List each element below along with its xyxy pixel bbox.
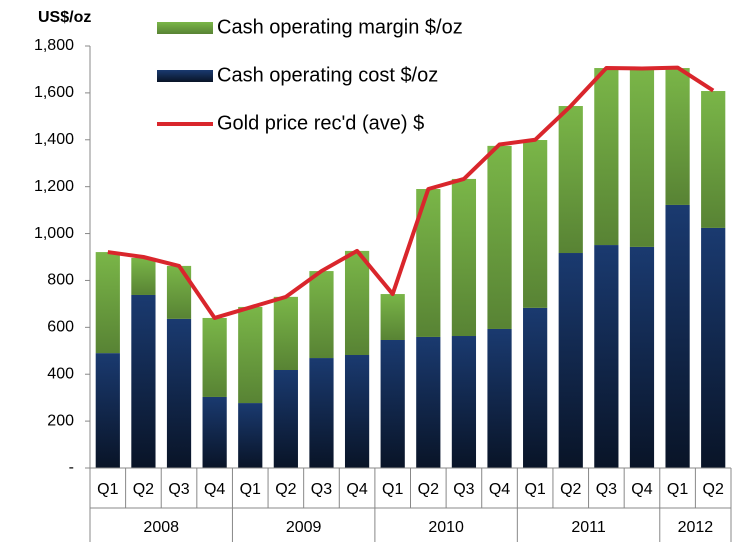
- x-group-label: 2009: [286, 519, 322, 536]
- y-tick-label: 1,400: [34, 131, 74, 148]
- bar: [95, 353, 120, 468]
- x-tick-label: Q2: [703, 481, 724, 498]
- x-tick-label: Q3: [453, 481, 474, 498]
- bar: [344, 250, 370, 355]
- bar: [523, 307, 548, 468]
- bar: [309, 271, 334, 359]
- x-tick-label: Q4: [346, 481, 367, 498]
- bar: [202, 396, 227, 468]
- y-tick-label: 1,800: [34, 37, 74, 54]
- x-group-label: 2011: [571, 519, 606, 536]
- y-tick-label: 200: [47, 412, 74, 429]
- y-tick-label: 1,000: [34, 225, 74, 242]
- legend-swatch: [157, 22, 213, 34]
- bar: [558, 106, 583, 254]
- x-group-label: 2012: [678, 519, 714, 536]
- x-tick-label: Q2: [418, 481, 439, 498]
- x-tick-label: Q3: [311, 481, 332, 498]
- legend-label: Cash operating margin $/oz: [217, 16, 463, 38]
- bar: [594, 245, 619, 468]
- bar: [273, 296, 298, 371]
- bar: [594, 68, 619, 246]
- x-tick-label: Q2: [133, 481, 154, 498]
- x-tick-label: Q1: [240, 481, 261, 498]
- x-tick-label: Q1: [97, 481, 118, 498]
- x-tick-label: Q4: [204, 481, 225, 498]
- x-tick-label: Q1: [667, 481, 688, 498]
- y-tick-label: 400: [47, 365, 74, 382]
- x-tick-label: Q2: [275, 481, 296, 498]
- legend-swatch: [157, 70, 213, 82]
- bar: [166, 265, 192, 319]
- bar: [238, 306, 263, 404]
- bar: [701, 91, 726, 228]
- bar: [523, 140, 548, 308]
- x-tick-label: Q3: [596, 481, 617, 498]
- y-tick-label: -: [69, 459, 74, 476]
- bar: [701, 227, 726, 468]
- bar: [131, 294, 156, 468]
- y-tick-label: 800: [47, 272, 74, 289]
- bar: [416, 336, 441, 468]
- bar: [487, 145, 512, 329]
- line: [107, 65, 715, 320]
- bar: [558, 253, 583, 468]
- x-group-label: 2008: [143, 519, 179, 536]
- bar: [166, 318, 192, 468]
- bar: [629, 246, 655, 468]
- x-tick-label: Q1: [382, 481, 403, 498]
- y-tick-label: 1,600: [34, 84, 74, 101]
- bar: [380, 294, 405, 340]
- bar: [665, 204, 690, 468]
- bar: [273, 370, 298, 468]
- bar: [309, 358, 334, 468]
- x-tick-label: Q4: [489, 481, 510, 498]
- legend-label: Gold price rec'd (ave) $: [217, 112, 424, 134]
- bar: [131, 257, 156, 295]
- bar: [344, 354, 370, 468]
- x-tick-label: Q1: [524, 481, 545, 498]
- legend-label: Cash operating cost $/oz: [217, 64, 438, 86]
- x-tick-label: Q4: [631, 481, 652, 498]
- bar: [451, 336, 477, 468]
- bar: [487, 328, 512, 468]
- y-tick-label: 1,200: [34, 178, 74, 195]
- x-tick-label: Q2: [560, 481, 581, 498]
- bar: [238, 403, 263, 468]
- bar: [665, 68, 690, 205]
- bar: [202, 317, 227, 397]
- y-axis-label: US$/oz: [38, 9, 91, 26]
- y-tick-label: 600: [47, 319, 74, 336]
- bar: [451, 178, 477, 337]
- bar: [95, 252, 120, 354]
- x-group-label: 2010: [428, 519, 464, 536]
- bar: [380, 339, 405, 468]
- x-tick-label: Q3: [168, 481, 189, 498]
- bar: [629, 68, 655, 247]
